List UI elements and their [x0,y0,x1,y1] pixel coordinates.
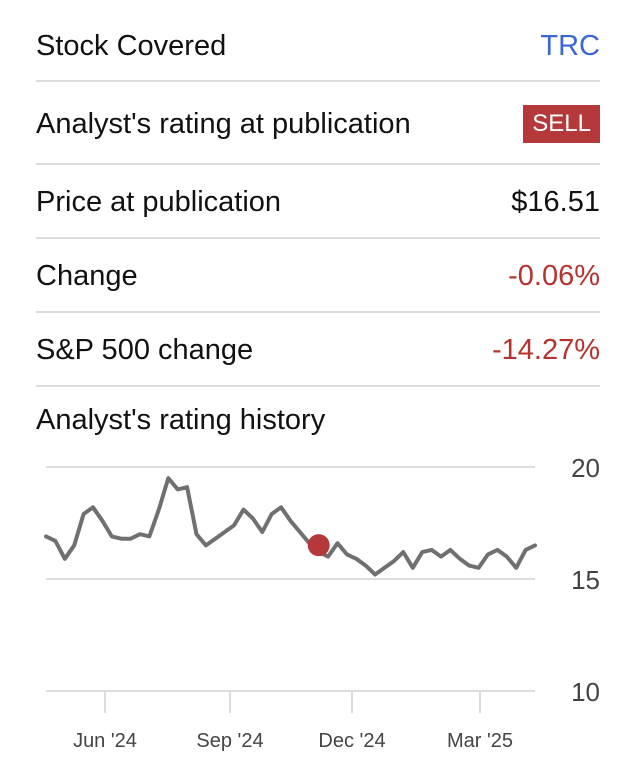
row-stock-covered: Stock Covered TRC [36,26,600,66]
ticker-link[interactable]: TRC [540,29,600,62]
price-line [44,476,537,577]
svg-text:Mar '25: Mar '25 [447,730,513,752]
x-axis-ticks: Jun '24 Sep '24 Dec '24 Mar '25 [73,691,513,752]
price-label: Price at publication [36,185,282,218]
stock-covered-label: Stock Covered [36,29,227,62]
row-sp500: S&P 500 change -14.27% [36,330,600,370]
y-axis-labels: 20 15 10 [571,453,600,707]
row-price: Price at publication $16.51 [36,182,600,222]
row-rating: Analyst's rating at publication SELL [36,104,600,144]
publication-marker[interactable] [307,534,330,557]
sell-rating-badge: SELL [523,105,600,143]
divider [36,385,600,387]
divider [36,80,600,82]
change-label: Change [36,259,138,292]
divider [36,237,600,239]
rating-history-title: Analyst's rating history [36,404,326,436]
svg-text:20: 20 [571,453,600,483]
change-value: -0.06% [508,259,600,292]
divider [36,163,600,165]
rating-label: Analyst's rating at publication [36,107,411,140]
sp500-label: S&P 500 change [36,333,254,366]
svg-text:15: 15 [571,565,600,595]
svg-text:10: 10 [571,677,600,707]
divider [36,311,600,313]
svg-text:Dec '24: Dec '24 [318,730,385,752]
chart-gridlines [46,466,535,692]
svg-text:Jun '24: Jun '24 [73,730,137,752]
row-change: Change -0.06% [36,256,600,296]
svg-text:Sep '24: Sep '24 [196,730,263,752]
sp500-value: -14.27% [491,333,600,366]
price-value: $16.51 [511,185,600,218]
